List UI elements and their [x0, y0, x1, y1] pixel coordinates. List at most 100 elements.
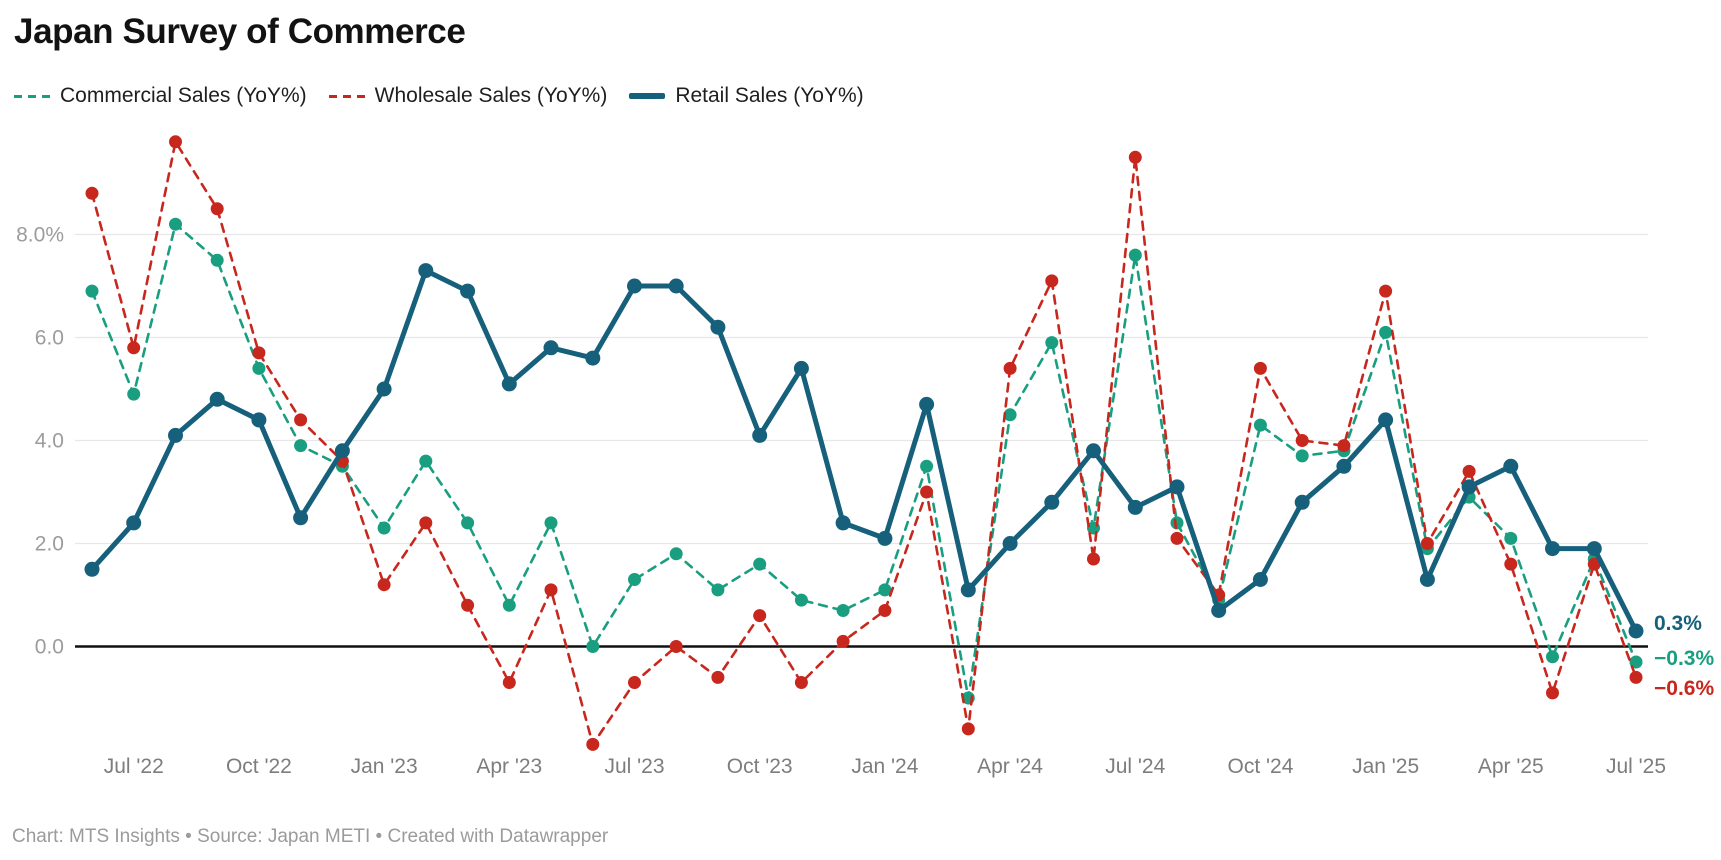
- x-tick-label: Jan '24: [851, 755, 918, 778]
- data-point: [1003, 408, 1017, 422]
- data-point: [85, 186, 99, 200]
- data-point: [127, 387, 141, 401]
- data-point: [1128, 248, 1142, 262]
- data-point: [1546, 650, 1559, 664]
- legend-label: Retail Sales (YoY%): [675, 84, 864, 107]
- data-point: [1045, 336, 1059, 350]
- data-point: [419, 516, 433, 530]
- data-point: [1170, 531, 1184, 545]
- legend: Commercial Sales (YoY%) Wholesale Sales …: [14, 84, 864, 108]
- data-point: [1504, 557, 1518, 571]
- data-point: [1420, 537, 1434, 550]
- data-point: [1253, 418, 1267, 432]
- data-point: [878, 583, 892, 597]
- series-line: [90, 222, 1638, 700]
- data-point: [1087, 552, 1100, 566]
- data-point: [210, 202, 224, 216]
- x-tick-label: Jul '22: [104, 755, 164, 778]
- data-point: [961, 722, 975, 736]
- data-point: [1044, 494, 1060, 510]
- x-tick-label: Apr '25: [1478, 755, 1544, 778]
- x-tick-label: Jan '23: [351, 755, 418, 778]
- x-tick-label: Oct '24: [1228, 755, 1294, 778]
- data-point: [1295, 449, 1309, 463]
- data-point: [1336, 458, 1352, 474]
- data-point: [460, 283, 476, 299]
- data-point: [835, 515, 851, 531]
- y-tick-label: 4.0: [35, 430, 64, 453]
- data-point: [920, 485, 934, 499]
- x-tick-label: Apr '24: [977, 755, 1043, 778]
- data-point: [377, 578, 391, 592]
- data-point: [418, 263, 434, 279]
- legend-label: Wholesale Sales (YoY%): [374, 84, 608, 107]
- series-commercial: [85, 217, 1643, 705]
- data-point: [1545, 541, 1560, 557]
- data-point: [1462, 464, 1476, 478]
- data-point: [1128, 150, 1142, 164]
- data-point: [1169, 479, 1185, 495]
- data-point: [376, 381, 392, 397]
- data-point: [960, 582, 976, 598]
- data-point: [794, 676, 808, 689]
- data-point: [1461, 479, 1477, 495]
- dashed-line-swatch-icon: [328, 94, 365, 98]
- x-axis-labels: Jul '22 Oct '22 Jan '23 Apr '23 Jul '23 Oct '…: [104, 755, 1666, 778]
- dashed-line-swatch-icon: [14, 94, 50, 98]
- data-point: [1003, 361, 1017, 375]
- data-point: [252, 346, 266, 360]
- x-tick-label: Jan '25: [1352, 755, 1419, 778]
- legend-item-retail: Retail Sales (YoY%): [629, 84, 864, 108]
- last-value-label: −0.3%: [1654, 647, 1714, 670]
- data-point: [711, 583, 725, 597]
- data-point: [502, 598, 516, 612]
- data-point: [793, 360, 809, 376]
- data-point: [126, 515, 142, 531]
- x-tick-label: Jul '24: [1105, 755, 1165, 778]
- legend-item-commercial: Commercial Sales (YoY%): [14, 84, 307, 108]
- data-point: [84, 561, 100, 577]
- data-point: [1045, 274, 1059, 288]
- data-point: [1086, 443, 1101, 459]
- data-point: [169, 135, 182, 149]
- series-line: [90, 140, 1638, 746]
- data-point: [293, 510, 309, 526]
- data-point: [1002, 536, 1018, 551]
- data-point: [1379, 325, 1393, 339]
- x-tick-label: Jul '23: [604, 755, 664, 778]
- grid-and-y-axis: 8.0% 6.0 4.0 2.0 0.0: [16, 224, 1648, 659]
- data-point: [1294, 494, 1310, 510]
- data-point: [1379, 284, 1393, 298]
- data-point: [252, 361, 266, 375]
- data-point: [169, 217, 182, 231]
- x-tick-label: Jul '25: [1606, 755, 1666, 778]
- series-line: [89, 268, 1639, 634]
- data-point: [878, 604, 892, 617]
- data-point: [586, 737, 600, 751]
- data-point: [168, 427, 183, 443]
- data-point: [1504, 531, 1518, 545]
- data-point: [585, 350, 601, 366]
- data-point: [1378, 412, 1394, 428]
- data-point: [1587, 557, 1601, 571]
- y-tick-label: 0.0: [35, 636, 64, 659]
- data-point: [919, 396, 935, 412]
- data-point: [543, 340, 559, 356]
- data-point: [1628, 623, 1644, 639]
- legend-item-wholesale: Wholesale Sales (YoY%): [328, 84, 608, 108]
- data-point: [920, 459, 934, 473]
- data-point: [1211, 603, 1227, 618]
- y-tick-label: 8.0%: [16, 224, 64, 247]
- data-point: [209, 391, 225, 407]
- data-point: [1295, 434, 1309, 447]
- y-tick-label: 2.0: [35, 533, 64, 556]
- data-point: [711, 670, 725, 684]
- data-point: [501, 376, 517, 392]
- x-tick-label: Oct '22: [226, 755, 292, 778]
- data-point: [836, 634, 850, 648]
- chart-title: Japan Survey of Commerce: [14, 12, 466, 51]
- legend-label: Commercial Sales (YoY%): [60, 84, 307, 107]
- data-point: [544, 516, 558, 530]
